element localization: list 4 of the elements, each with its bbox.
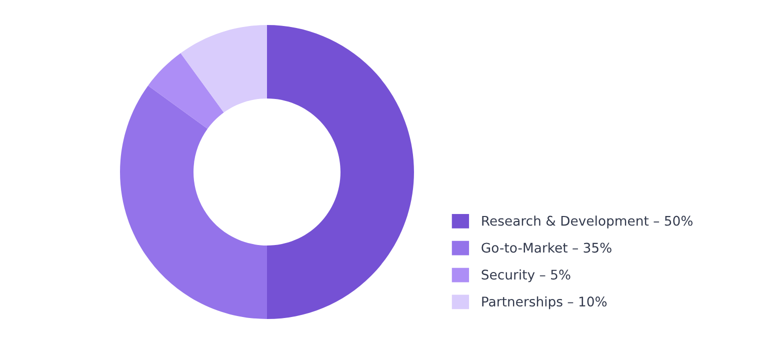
legend-label: Go-to-Market – 35% — [482, 242, 612, 253]
legend-label: Security – 5% — [482, 269, 570, 282]
legend-label: Research & Development – 50% — [482, 216, 692, 228]
legend-label: Partnerships – 10% — [482, 296, 607, 310]
